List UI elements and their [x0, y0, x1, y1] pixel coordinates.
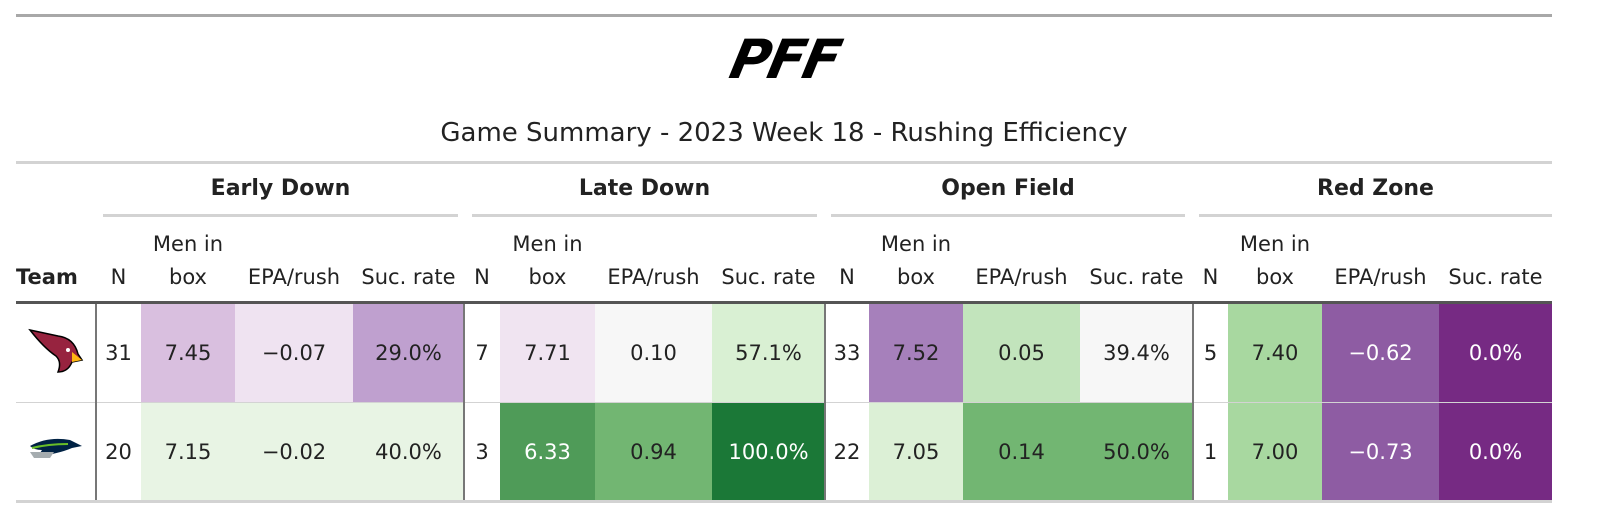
table-cell: 3 — [464, 403, 500, 501]
table-cell: 7.00 — [1228, 403, 1322, 501]
table-cell: 0.94 — [595, 403, 712, 501]
table-cell: 7.15 — [141, 403, 235, 501]
table-cell: 7.05 — [869, 403, 963, 501]
table-cell: 7.52 — [869, 304, 963, 402]
table-cell: 0.14 — [963, 403, 1080, 501]
table-cell: 57.1% — [712, 304, 825, 402]
column-divider — [463, 304, 465, 501]
group-header: Red Zone — [1199, 176, 1552, 217]
bottom-rule — [16, 500, 1552, 503]
group-header: Late Down — [472, 176, 817, 217]
column-header: EPA/rush — [607, 265, 700, 289]
title: Game Summary - 2023 Week 18 - Rushing Ef… — [440, 118, 1128, 148]
table-cell: 7 — [464, 304, 500, 402]
seahawks-logo — [30, 438, 82, 458]
top-rule — [16, 14, 1552, 17]
table-cell: −0.73 — [1322, 403, 1439, 501]
title-rule — [16, 161, 1552, 164]
logo: PFF — [724, 28, 846, 91]
table-cell: 6.33 — [500, 403, 595, 501]
column-header: EPA/rush — [1334, 265, 1427, 289]
column-header: Suc. rate — [1448, 265, 1543, 289]
table-cell: 29.0% — [353, 304, 464, 402]
group-header: Open Field — [831, 176, 1185, 217]
column-header: EPA/rush — [247, 265, 341, 289]
column-header: N — [1202, 265, 1219, 289]
table-cell: 0.0% — [1439, 304, 1552, 402]
column-header: Suc. rate — [1089, 265, 1184, 289]
column-header: Suc. rate — [361, 265, 456, 289]
column-header: Suc. rate — [721, 265, 816, 289]
table-cell: 50.0% — [1080, 403, 1193, 501]
table-cell: 5 — [1193, 304, 1228, 402]
header-rule — [16, 301, 1552, 304]
table-cell: 0.0% — [1439, 403, 1552, 501]
table-cell: 39.4% — [1080, 304, 1193, 402]
column-divider — [95, 304, 97, 501]
column-header: EPA/rush — [975, 265, 1068, 289]
table-cell: 0.05 — [963, 304, 1080, 402]
column-header: Team — [16, 265, 78, 289]
column-header: N — [839, 265, 855, 289]
column-divider — [824, 304, 826, 501]
row-rule — [16, 402, 1552, 403]
column-header: N — [474, 265, 490, 289]
column-header: Men in box — [880, 232, 952, 289]
table-cell: 1 — [1193, 403, 1228, 501]
column-header: Men in box — [512, 232, 583, 289]
table-cell: −0.02 — [235, 403, 353, 501]
table-cell: 33 — [825, 304, 869, 402]
table-cell: 100.0% — [712, 403, 825, 501]
table-cell: −0.07 — [235, 304, 353, 402]
table-cell: 7.45 — [141, 304, 235, 402]
table-cell: 7.71 — [500, 304, 595, 402]
cardinals-logo — [28, 328, 84, 373]
column-divider — [1192, 304, 1194, 501]
column-header: N — [110, 265, 127, 289]
column-header: Men in box — [152, 232, 224, 289]
table-cell: −0.62 — [1322, 304, 1439, 402]
table-cell: 40.0% — [353, 403, 464, 501]
table-cell: 0.10 — [595, 304, 712, 402]
column-header: Men in box — [1239, 232, 1311, 289]
table-cell: 20 — [96, 403, 141, 501]
table-cell: 7.40 — [1228, 304, 1322, 402]
table-cell: 22 — [825, 403, 869, 501]
group-header: Early Down — [103, 176, 458, 217]
table-cell: 31 — [96, 304, 141, 402]
